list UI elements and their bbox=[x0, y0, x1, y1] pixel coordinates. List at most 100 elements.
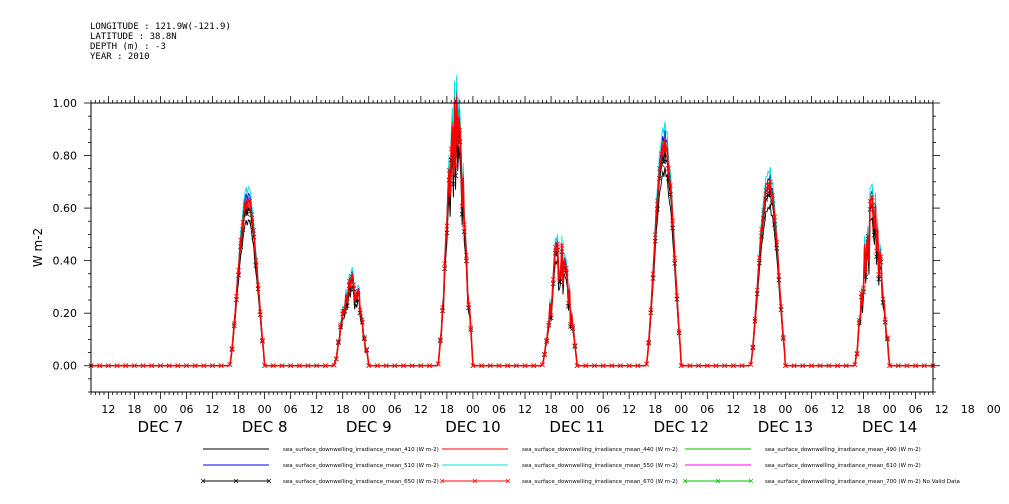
series-marker bbox=[131, 363, 137, 369]
series-marker bbox=[322, 363, 328, 369]
latitude-label: LATITUDE : 38.8N bbox=[90, 32, 177, 42]
series-marker bbox=[450, 181, 456, 187]
series-marker bbox=[654, 198, 660, 204]
series-marker bbox=[522, 363, 528, 369]
series-marker bbox=[670, 218, 676, 224]
series-marker bbox=[409, 363, 415, 369]
series-marker bbox=[869, 194, 875, 200]
series-marker bbox=[791, 363, 797, 369]
x-tick-label: 18 bbox=[544, 403, 558, 416]
series-marker bbox=[448, 146, 454, 152]
series-marker bbox=[713, 363, 719, 369]
series-marker bbox=[392, 363, 398, 369]
series-marker bbox=[559, 243, 565, 248]
series-marker bbox=[856, 318, 862, 323]
legend-marker bbox=[472, 478, 478, 484]
series-marker bbox=[863, 269, 869, 275]
series-marker bbox=[648, 307, 654, 313]
y-axis: 0.00 0.20 0.40 0.60 0.80 1.00 W m-2 bbox=[31, 97, 940, 393]
legend-label: sea_surface_downwelling_irradiance_mean_… bbox=[765, 463, 921, 469]
series-marker bbox=[835, 363, 840, 369]
series-marker bbox=[466, 302, 472, 308]
x-date-label: DEC 14 bbox=[862, 418, 917, 436]
series-marker bbox=[418, 363, 424, 369]
series-marker bbox=[259, 337, 265, 343]
x-tick-label: 00 bbox=[883, 403, 897, 416]
series-marker bbox=[826, 363, 832, 369]
x-tick-label: 12 bbox=[518, 403, 532, 416]
series-marker bbox=[238, 237, 244, 243]
series-marker bbox=[696, 363, 702, 369]
series-marker bbox=[342, 305, 348, 311]
x-date-label: DEC 13 bbox=[758, 418, 813, 436]
x-tick-label: 18 bbox=[648, 403, 662, 416]
series-marker bbox=[913, 363, 919, 369]
series-marker bbox=[871, 225, 877, 231]
x-tick-label: 06 bbox=[179, 403, 193, 416]
series-marker bbox=[331, 362, 337, 368]
series-marker bbox=[442, 261, 448, 266]
chart-header: LONGITUDE : 121.9W(-121.9) LATITUDE : 38… bbox=[90, 22, 231, 62]
legend-marker bbox=[266, 478, 272, 484]
series-marker bbox=[756, 255, 762, 261]
series-marker bbox=[457, 127, 463, 133]
series-marker bbox=[887, 363, 893, 369]
x-tick-label: 06 bbox=[388, 403, 402, 416]
series-marker bbox=[246, 198, 252, 204]
series-marker bbox=[618, 363, 623, 369]
x-tick-label: 18 bbox=[440, 403, 454, 416]
series-marker bbox=[704, 363, 710, 369]
series-marker bbox=[552, 244, 558, 250]
series-marker bbox=[338, 322, 344, 328]
series-marker bbox=[852, 362, 858, 368]
series-marker bbox=[652, 232, 658, 238]
x-axis: 12 18 00 06 12 18 00 06 12 18 00 06 12 18 00 06 12 18 00 06… bbox=[90, 96, 1001, 436]
x-tick-label: 18 bbox=[752, 403, 766, 416]
series-marker bbox=[479, 363, 485, 369]
series-marker bbox=[867, 198, 873, 204]
x-tick-label: 18 bbox=[961, 403, 975, 416]
legend-marker bbox=[200, 478, 206, 484]
legend-marker bbox=[439, 478, 445, 484]
series-marker bbox=[344, 300, 350, 306]
series-marker bbox=[375, 363, 380, 369]
series-marker bbox=[351, 282, 357, 288]
series-marker bbox=[383, 363, 389, 369]
series-marker bbox=[921, 363, 927, 369]
series-marker bbox=[626, 363, 632, 369]
series-marker bbox=[657, 166, 663, 172]
series-marker bbox=[874, 248, 880, 254]
x-tick-label: 00 bbox=[778, 403, 792, 416]
series-marker bbox=[435, 361, 441, 367]
series-marker bbox=[335, 338, 341, 344]
series-marker bbox=[229, 346, 235, 352]
x-tick-label: 12 bbox=[414, 403, 428, 416]
plot-frame bbox=[90, 102, 934, 393]
series-marker bbox=[175, 363, 181, 369]
series-marker bbox=[346, 278, 352, 284]
series-marker bbox=[401, 363, 406, 369]
series-marker bbox=[761, 207, 767, 213]
series-marker bbox=[858, 290, 864, 296]
series-marker bbox=[748, 361, 754, 367]
series-marker bbox=[555, 241, 561, 247]
x-tick-label: 06 bbox=[596, 403, 610, 416]
series-marker bbox=[754, 287, 760, 293]
series-marker bbox=[739, 363, 745, 369]
series-marker bbox=[236, 267, 242, 273]
series-marker bbox=[233, 293, 239, 299]
series-marker bbox=[440, 305, 446, 311]
series-marker bbox=[542, 351, 547, 357]
series-marker bbox=[876, 272, 882, 277]
x-tick-label: 12 bbox=[935, 403, 949, 416]
series-marker bbox=[140, 363, 146, 369]
series-marker bbox=[459, 203, 465, 209]
series-line bbox=[91, 96, 933, 367]
series-marker bbox=[505, 363, 511, 369]
series-marker bbox=[722, 363, 728, 369]
series-marker bbox=[364, 346, 370, 352]
series-marker bbox=[470, 363, 476, 369]
series-marker bbox=[767, 179, 773, 185]
x-tick-label: 00 bbox=[987, 403, 1001, 416]
legend-marker bbox=[233, 478, 239, 484]
